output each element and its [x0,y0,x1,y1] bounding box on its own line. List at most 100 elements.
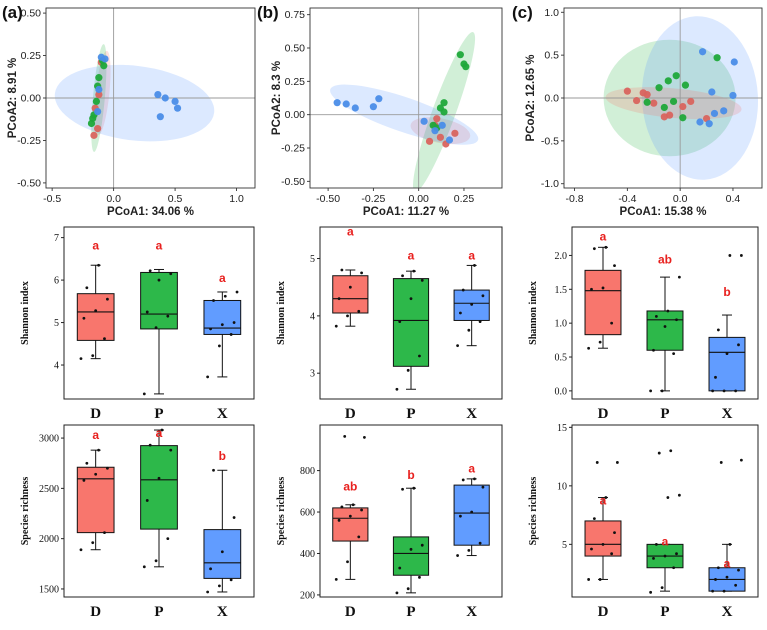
box-a-richness-point-D [85,461,89,465]
pcoa-c-xtick-label: -0.4 [618,193,636,205]
box-b-richness-ylabel: Species richness [276,477,287,546]
pcoa-a-xtick-label: -0.5 [43,193,61,205]
pcoa-b-point-X [333,99,341,107]
pcoa-c-ytick-label: -0.5 [541,135,559,147]
box-c-shannon-box-D [584,269,622,336]
box-b-shannon-point-D [340,268,344,272]
box-a-richness-box-D [76,466,115,534]
pcoa-c-point-X [730,58,738,66]
box-a-shannon-point-X [220,323,224,327]
pcoa-b-ytick-label: 0.75 [285,9,306,21]
box-a-shannon-point-X [223,294,227,298]
box-b-richness-sig-letter-X: a [468,462,475,476]
box-c-richness-point-D [598,578,602,581]
box-a-shannon-point-D [106,297,109,301]
box-a-shannon-point-X [229,333,233,336]
box-b-richness-ytick-label: 600 [300,508,315,519]
box-a-shannon-point-P [166,314,170,318]
box-b-shannon-sig-letter-X: a [468,249,475,263]
box-a-shannon-point-D [85,286,89,290]
box-b-shannon-point-D [348,285,352,289]
pcoa-a-ytick-label: 0.25 [21,50,42,62]
box-a-richness-point-D [97,448,101,452]
box-c-richness-point-D [590,547,593,551]
box-c-richness-point-D [592,517,596,521]
box-c-richness-point-X [728,542,732,546]
box-b-richness-point-P [406,587,410,591]
box-c-shannon-point-P [654,314,658,318]
box-a-richness-ytick-label: 3000 [39,434,59,445]
pcoa-c-point-X [720,107,728,115]
pcoa-a-ytick-label: -0.25 [17,135,41,147]
box-b-richness-point-X [459,514,462,518]
pcoa-b-point-D [433,115,441,123]
box-a-richness-chart: a Da Pb X 1500 2000 2500 3000 Species richness [20,424,255,620]
box-b-richness-point-P [418,575,421,579]
box-a-richness-point-D [82,478,86,482]
box-a-richness-ytick-label: 2000 [39,534,59,545]
box-b-richness-point-P [395,591,399,595]
box-c-shannon-point-X [711,389,715,393]
pcoa-b-point-X [375,95,383,103]
box-a-shannon-xtick-label-D: D [90,406,101,422]
box-c-richness-point-X [716,566,720,570]
box-c-richness-xtick-label-D: D [598,604,609,620]
box-b-shannon-point-P [401,274,404,278]
box-c-shannon-point-D [587,346,591,350]
pcoa-a-plot-area [46,8,255,188]
pcoa-b-point-X [438,121,446,129]
box-c-richness-point-P [654,542,658,546]
box-b-richness-point-D [357,535,361,539]
pcoa-a-ylabel: PCoA2: 8.91 % [7,58,19,139]
pcoa-b-xtick-label: 0.00 [408,193,429,205]
pcoa-c-point-X [729,91,737,100]
pcoa-c-point-X [699,48,707,56]
box-a-richness-box-P [140,445,178,530]
box-b-richness-box-D [332,507,369,542]
box-c-shannon-point-P [666,309,670,313]
box-b-shannon-point-X [461,288,465,292]
box-a-richness-xtick-label-P: P [154,604,163,620]
box-c-shannon-xtick-label-X: X [722,406,733,422]
box-c-richness-point-D [587,578,591,581]
box-a-shannon-sig-letter-X: a [219,271,226,285]
pcoa-c-ylabel: PCoA2: 12.65 % [525,55,537,142]
box-c-shannon-point-D [613,264,616,267]
box-b-richness-sig-letter-D: ab [343,479,357,493]
box-c-richness-point-D [595,461,599,464]
box-c-richness-point-P [657,451,661,455]
box-c-richness-point-X [722,589,726,593]
pcoa-b-point-X [351,104,359,112]
panel-label-b: (b) [257,3,279,22]
box-c-richness-point-P [677,493,681,497]
pcoa-c-point-D [679,102,687,111]
box-c-richness-xtick-label-P: P [660,604,669,620]
box-c-richness-point-X [725,575,729,579]
pcoa-a-point-X [171,97,179,105]
box-a-shannon-sig-letter-D: a [92,239,99,253]
box-c-shannon-ytick-label: 0.0 [555,386,568,397]
pcoa-a-point-X [156,113,164,121]
box-a-richness-ylabel: Species richness [20,477,31,546]
box-b-shannon-chart: a Da Pa X 3 4 5 Shannon index [276,225,503,422]
box-c-richness-point-P [672,566,676,570]
box-b-shannon-point-P [406,368,410,372]
box-c-shannon-point-D [590,287,593,291]
box-b-shannon-xtick-label-P: P [406,406,415,422]
pcoa-b-point-P [440,108,448,116]
box-c-shannon-point-D [604,245,608,249]
box-c-richness-ylabel: Species richness [528,477,539,546]
box-b-richness-point-D [346,560,349,564]
box-c-shannon-point-X [716,328,720,332]
pcoa-c-point-D [687,97,695,106]
pcoa-c-point-P [655,84,663,92]
pcoa-a-xlabel: PCoA1: 34.06 % [107,206,194,218]
pcoa-b-xtick-label: -0.25 [361,193,385,205]
box-c-richness-point-X [714,578,717,581]
box-a-richness-point-P [157,476,161,480]
box-a-richness-point-P [169,448,173,452]
box-a-shannon-point-P [154,326,158,330]
box-a-shannon-point-P [169,272,173,276]
pcoa-c-ytick-label: -1.0 [541,178,559,190]
